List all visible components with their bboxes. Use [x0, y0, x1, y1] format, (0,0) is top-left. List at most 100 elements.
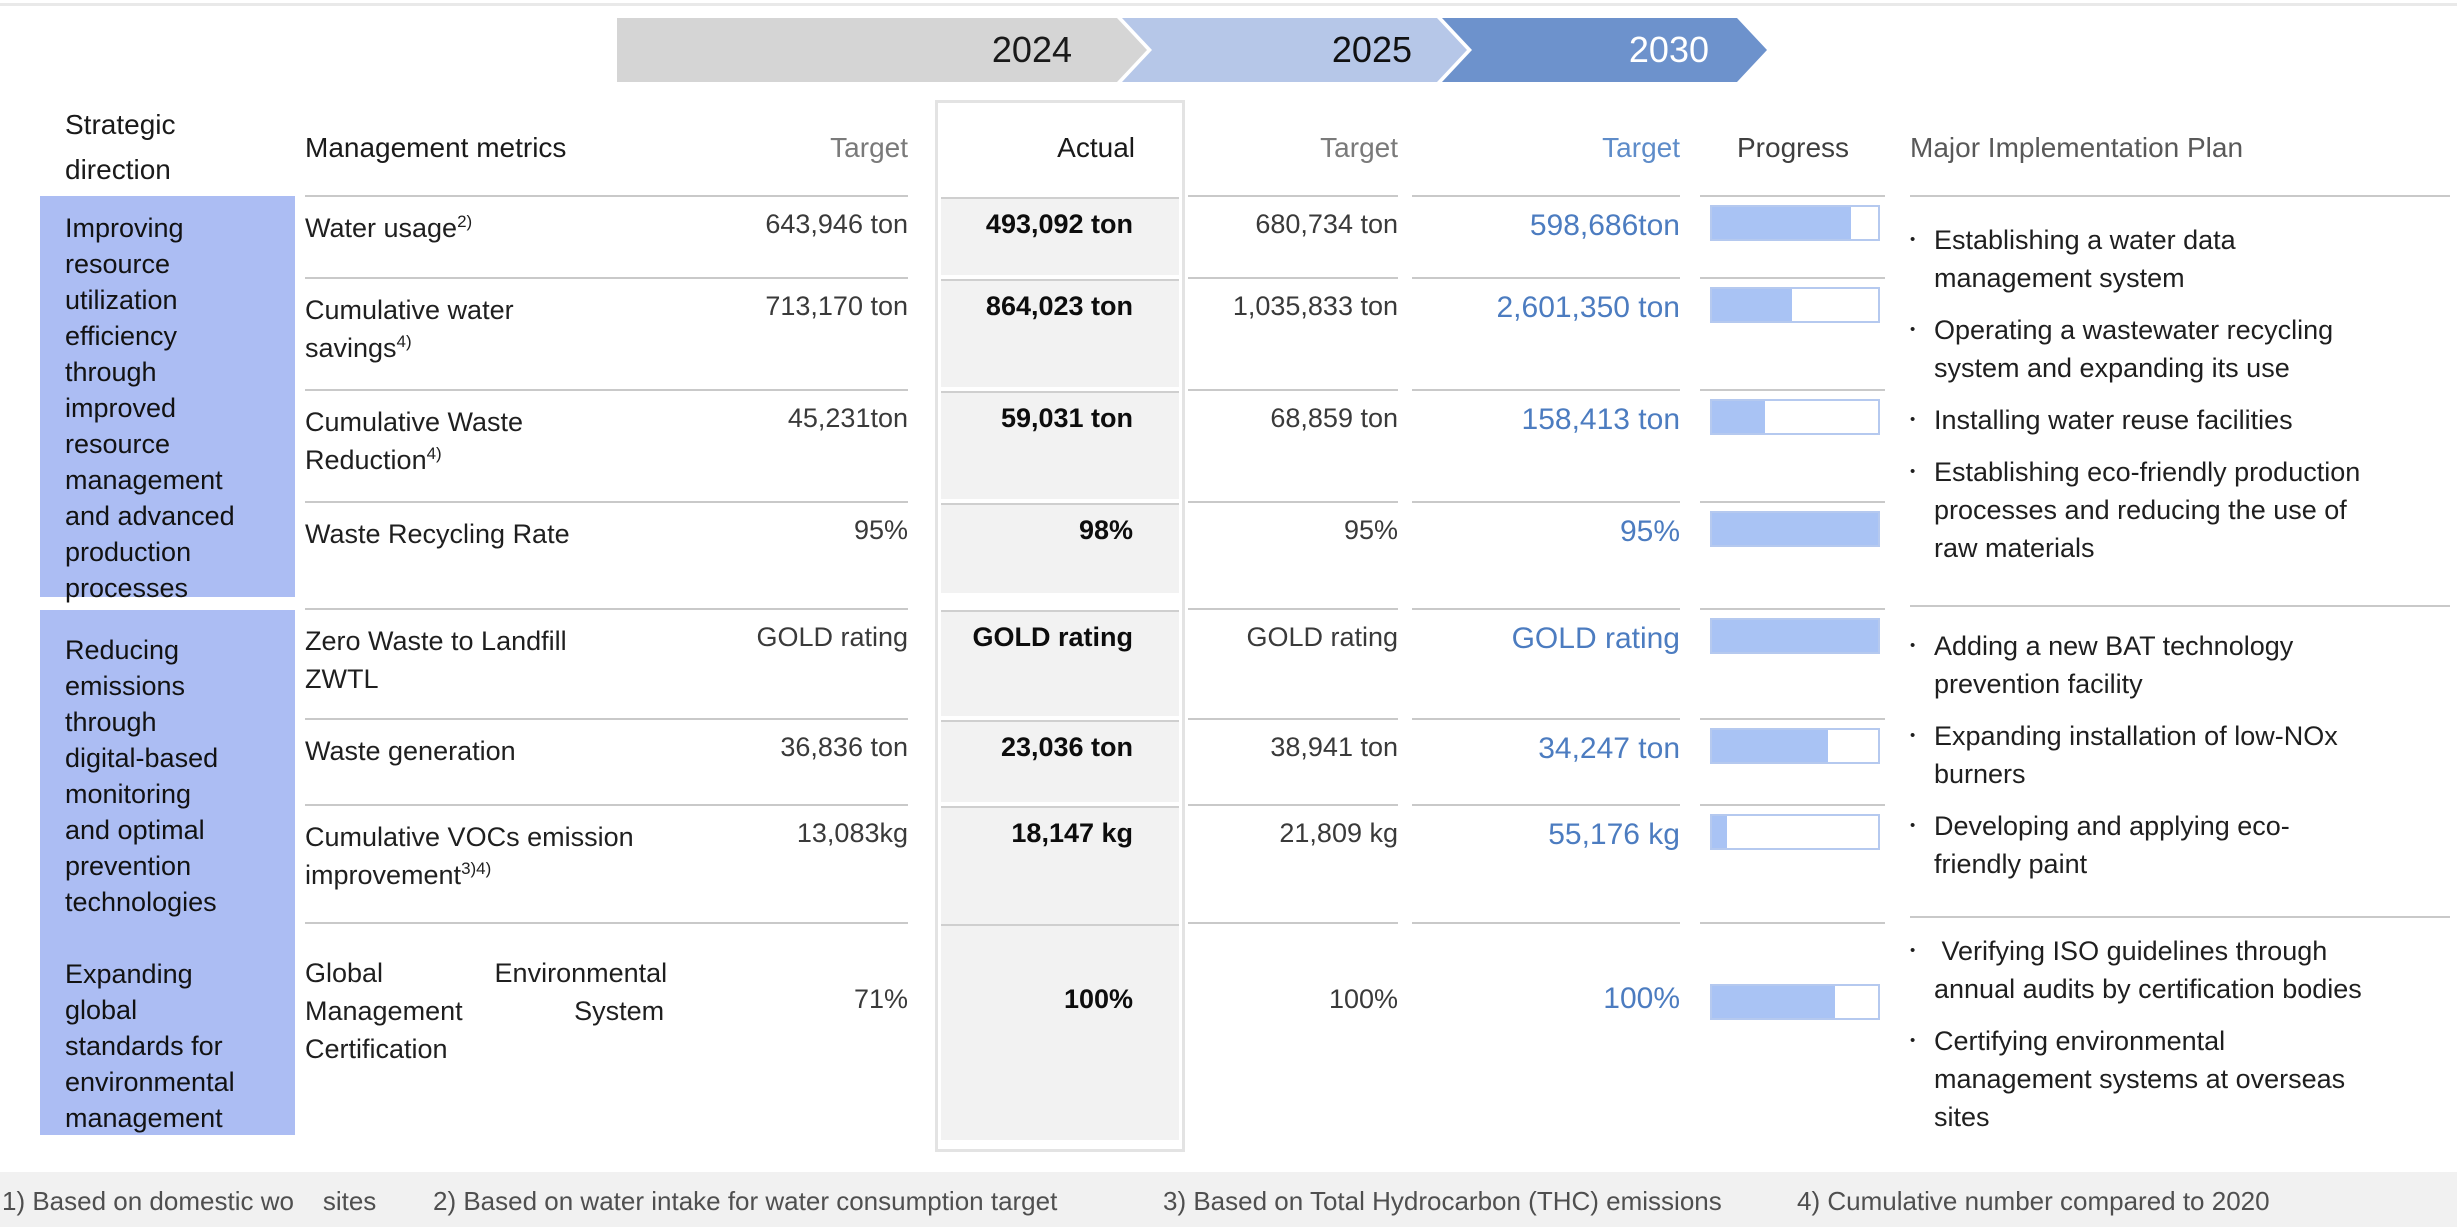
target-2025-cell: GOLD rating: [1188, 608, 1398, 653]
bullet-icon: •: [1910, 231, 1916, 248]
plan-item: • Installing water reuse facilities: [1910, 401, 2450, 439]
column-header-actual: Actual: [1057, 132, 1135, 163]
timeline-arrow-2030: 2030: [1442, 18, 1767, 82]
column-header-plan: Major Implementation Plan: [1910, 132, 2244, 163]
target-2030-cell: 158,413 ton: [1412, 389, 1680, 437]
target-2024-cell: 45,231ton: [676, 389, 908, 434]
timeline-arrow-2024: 2024: [617, 18, 1147, 82]
progress-bar: [1710, 814, 1880, 850]
metric-cell: Zero Waste to Landfill ZWTL: [305, 608, 676, 698]
bullet-icon: •: [1910, 463, 1916, 480]
progress-cell: [1700, 608, 1885, 654]
progress-cell: [1700, 389, 1885, 435]
metric-footnote-ref: 4): [396, 332, 412, 351]
bullet-icon: •: [1910, 321, 1916, 338]
actual-cell: 98%: [941, 503, 1179, 593]
actual-cell: GOLD rating: [941, 610, 1179, 716]
plan-group-resource-efficiency: • Establishing a water data management sy…: [1910, 195, 2450, 597]
column-header-target-2030: Target: [1602, 132, 1680, 163]
progress-bar-fill: [1712, 730, 1829, 762]
metric-label: Water usage: [305, 213, 458, 243]
metric-footnote-ref: 4): [426, 444, 442, 463]
footnote-1: 1) Based on domestic wo sites: [2, 1186, 377, 1216]
progress-bar: [1710, 399, 1880, 435]
column-header-target-2025: Target: [1320, 132, 1398, 163]
footnote-2: 2) Based on water intake for water consu…: [433, 1186, 1058, 1216]
metric-label: Global Environmental Management System C…: [305, 958, 668, 1064]
metric-footnote-ref: 3)4): [461, 859, 492, 878]
direction-box-resource-efficiency: Improving resource utilization efficienc…: [40, 196, 295, 603]
progress-bar: [1710, 618, 1880, 654]
metric-cell: Waste Recycling Rate: [305, 501, 676, 553]
plan-item: • Verifying ISO guidelines through annua…: [1910, 932, 2450, 1008]
plan-item-text: Verifying ISO guidelines through annual …: [1934, 936, 2362, 1004]
column-header-target-2024: Target: [830, 132, 908, 163]
actual-cell: 100%: [941, 924, 1179, 1140]
target-2030-cell: 100%: [1412, 922, 1680, 1016]
plan-item: • Adding a new BAT technology prevention …: [1910, 627, 2450, 703]
plan-item: • Operating a wastewater recycling system…: [1910, 311, 2450, 387]
target-2024-cell: 713,170 ton: [676, 277, 908, 322]
timeline-arrow-2025: 2025: [1122, 18, 1467, 82]
progress-bar-fill: [1712, 513, 1878, 545]
progress-bar: [1710, 511, 1880, 547]
bullet-icon: •: [1910, 942, 1916, 959]
timeline-year-label: 2030: [1628, 29, 1709, 70]
target-2025-cell: 38,941 ton: [1188, 718, 1398, 763]
bullet-icon: •: [1910, 411, 1916, 428]
metric-cell: Global Environmental Management System C…: [305, 922, 676, 1068]
progress-cell: [1700, 277, 1885, 323]
progress-cell: [1700, 718, 1885, 764]
metric-label: Waste Recycling Rate: [305, 519, 570, 549]
metric-label: Cumulative water savings: [305, 295, 514, 363]
metric-cell: Waste generation: [305, 718, 676, 770]
actual-cell: 864,023 ton: [941, 279, 1179, 387]
progress-cell: [1700, 804, 1885, 850]
progress-cell: [1700, 195, 1885, 241]
timeline-year-label: 2025: [1331, 29, 1412, 70]
target-2025-cell: 680,734 ton: [1188, 195, 1398, 240]
actual-cell: 23,036 ton: [941, 720, 1179, 802]
plan-item: • Expanding installation of low-NOx burne…: [1910, 717, 2450, 793]
plan-item: • Developing and applying eco- friendly p…: [1910, 807, 2450, 883]
metric-cell: Cumulative Waste Reduction4): [305, 389, 676, 479]
target-2025-cell: 95%: [1188, 501, 1398, 546]
plan-item-text: Adding a new BAT technology prevention f…: [1934, 631, 2294, 699]
target-2024-cell: 13,083kg: [676, 804, 908, 849]
plan-item: • Certifying environmental management sys…: [1910, 1022, 2450, 1136]
target-2030-cell: 2,601,350 ton: [1412, 277, 1680, 325]
progress-bar: [1710, 984, 1880, 1020]
progress-bar: [1710, 287, 1880, 323]
plan-item-text: Certifying environmental management syst…: [1934, 1026, 2346, 1132]
progress-bar: [1710, 728, 1880, 764]
target-2024-cell: 95%: [676, 501, 908, 546]
bullet-icon: •: [1910, 637, 1916, 654]
metric-label: Cumulative Waste Reduction: [305, 407, 524, 475]
plan-item: • Establishing eco-friendly production pr…: [1910, 453, 2450, 567]
target-2025-cell: 21,809 kg: [1188, 804, 1398, 849]
timeline-year-label: 2024: [991, 29, 1072, 70]
bullet-icon: •: [1910, 817, 1916, 834]
direction-box-global-standards: Expanding global standards for environme…: [40, 920, 295, 1135]
target-2025-cell: 68,859 ton: [1188, 389, 1398, 434]
footnote-band: [0, 1172, 2457, 1227]
metric-footnote-ref: 2): [457, 212, 473, 231]
progress-bar-fill: [1712, 401, 1766, 433]
progress-bar-fill: [1712, 816, 1727, 848]
target-2030-cell: GOLD rating: [1412, 608, 1680, 656]
target-2025-cell: 100%: [1188, 922, 1398, 1015]
plan-item-text: Establishing eco-friendly production pro…: [1934, 457, 2361, 563]
progress-bar: [1710, 205, 1880, 241]
metric-label: Waste generation: [305, 736, 516, 766]
target-2030-cell: 598,686ton: [1412, 195, 1680, 243]
top-divider-line: [0, 3, 2457, 6]
plan-item-text: Developing and applying eco- friendly pa…: [1934, 811, 2290, 879]
plan-group-reducing-emissions: • Adding a new BAT technology prevention …: [1910, 605, 2450, 916]
bullet-icon: •: [1910, 1032, 1916, 1049]
progress-bar-fill: [1712, 289, 1792, 321]
metric-cell: Cumulative VOCs emission improvement3)4): [305, 804, 676, 894]
direction-box-reducing-emissions: Reducing emissions through digital-based…: [40, 610, 295, 928]
plan-group-global-standards: • Verifying ISO guidelines through annua…: [1910, 916, 2450, 1136]
target-2030-cell: 55,176 kg: [1412, 804, 1680, 852]
